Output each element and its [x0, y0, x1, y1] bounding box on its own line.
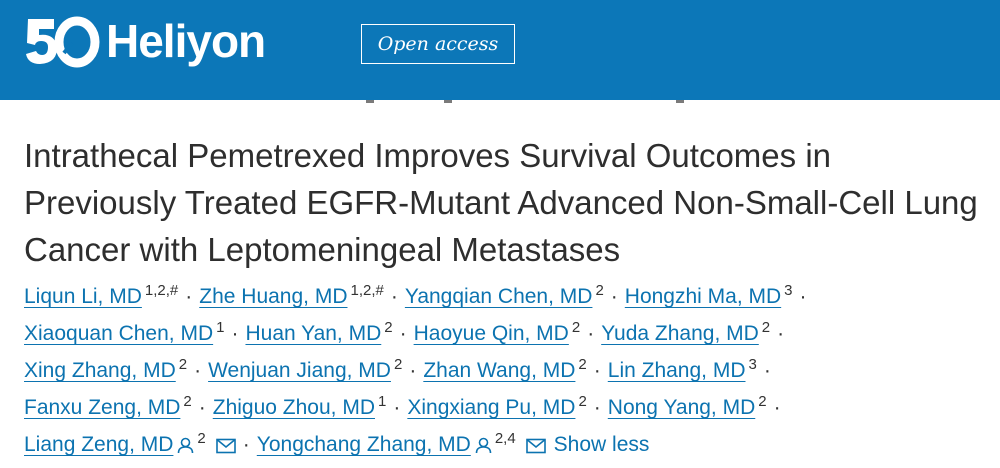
author-item: Xingxiang Pu, MD 2 · — [407, 393, 607, 419]
author-item: Wenjuan Jiang, MD 2 · — [208, 356, 423, 382]
email-icon[interactable] — [215, 429, 236, 466]
author-name-link[interactable]: Wenjuan Jiang, MD — [208, 359, 391, 382]
author-item: Nong Yang, MD 2 · — [607, 393, 788, 419]
affiliation-marker: 1 — [378, 393, 387, 410]
author-item: Yongchang Zhang, MD 2,4 — [256, 430, 546, 456]
journal-header: Heliyon Open access — [0, 0, 1000, 100]
affiliation-marker: 2 — [595, 282, 604, 299]
author-separator: · — [777, 322, 785, 345]
author-separator: · — [773, 396, 781, 419]
author-name-link[interactable]: Xiaoquan Chen, MD — [24, 322, 214, 345]
author-list: Liqun Li, MD 1,2,# · Zhe Huang, MD 1,2,# · Yan… — [24, 278, 984, 466]
author-name-link[interactable]: Zhe Huang, MD — [199, 285, 348, 308]
author-name-link[interactable]: Liang Zeng, MD — [24, 433, 174, 456]
author-separator: · — [393, 396, 401, 419]
affiliation-marker: 1,2,# — [144, 282, 179, 299]
author-item: Huan Yan, MD 2 · — [245, 319, 413, 345]
affiliation-marker: 2 — [571, 319, 581, 336]
author-item: Yuda Zhang, MD 2 · — [601, 319, 791, 345]
author-separator: · — [763, 359, 771, 382]
affiliation-marker: 2 — [578, 393, 587, 410]
author-name-link[interactable]: Nong Yang, MD — [607, 396, 756, 419]
article-title: Intrathecal Pemetrexed Improves Survival… — [24, 137, 978, 268]
journal-logo[interactable]: Heliyon — [24, 10, 266, 72]
strip-tick — [366, 100, 374, 103]
affiliation-marker: 2 — [761, 319, 771, 336]
author-name-link[interactable]: Zhan Wang, MD — [423, 359, 576, 382]
affiliation-marker: 2 — [578, 356, 587, 373]
author-name-link[interactable]: Haoyue Qin, MD — [413, 322, 569, 345]
strip-tick — [444, 100, 452, 103]
author-item: Lin Zhang, MD 3 · — [607, 356, 778, 382]
author-separator: · — [610, 285, 618, 308]
affiliation-marker: 2 — [183, 393, 192, 410]
author-name-link[interactable]: Xingxiang Pu, MD — [407, 396, 576, 419]
author-item: Xing Zhang, MD 2 · — [24, 356, 208, 382]
author-name-link[interactable]: Yangqian Chen, MD — [404, 285, 593, 308]
open-access-badge[interactable]: Open access — [361, 24, 515, 64]
author-separator: · — [198, 396, 206, 419]
author-item: Liqun Li, MD 1,2,# · — [24, 282, 199, 308]
author-separator: · — [593, 359, 601, 382]
author-name-link[interactable]: Fanxu Zeng, MD — [24, 396, 181, 419]
author-item: Zhiguo Zhou, MD 1 · — [212, 393, 408, 419]
heliyon-50-logo-icon — [26, 16, 100, 68]
email-icon[interactable] — [525, 429, 546, 466]
author-item: Xiaoquan Chen, MD 1 · — [24, 319, 245, 345]
author-name-link[interactable]: Hongzhi Ma, MD — [624, 285, 782, 308]
author-item: Liang Zeng, MD 2 · — [24, 430, 257, 456]
author-name-link[interactable]: Lin Zhang, MD — [607, 359, 746, 382]
author-item: Hongzhi Ma, MD 3 · — [624, 282, 814, 308]
author-name-link[interactable]: Zhiguo Zhou, MD — [212, 396, 375, 419]
affiliation-marker: 2 — [197, 430, 206, 447]
author-item: Haoyue Qin, MD 2 · — [413, 319, 602, 345]
author-separator: · — [390, 285, 398, 308]
author-separator: · — [185, 285, 193, 308]
affiliation-marker: 3 — [748, 356, 757, 373]
author-name-link[interactable]: Yuda Zhang, MD — [601, 322, 759, 345]
author-separator: · — [194, 359, 202, 382]
affiliation-marker: 2 — [178, 356, 188, 373]
author-separator: · — [799, 285, 807, 308]
author-separator: · — [587, 322, 595, 345]
author-separator: · — [593, 396, 601, 419]
strip-tick — [676, 100, 684, 103]
affiliation-marker: 2,4 — [494, 430, 516, 447]
affiliation-marker: 3 — [784, 282, 793, 299]
author-separator: · — [242, 433, 250, 456]
affiliation-marker: 1,2,# — [350, 282, 384, 299]
affiliation-marker: 2 — [758, 393, 767, 410]
author-item: Zhan Wang, MD 2 · — [423, 356, 607, 382]
author-item: Zhe Huang, MD 1,2,# · — [199, 282, 405, 308]
person-icon[interactable] — [177, 429, 194, 466]
brand-name: Heliyon — [106, 15, 266, 67]
affiliation-marker: 2 — [393, 356, 403, 373]
author-name-link[interactable]: Yongchang Zhang, MD — [256, 433, 471, 456]
author-name-link[interactable]: Liqun Li, MD — [24, 285, 142, 308]
author-item: Fanxu Zeng, MD 2 · — [24, 393, 213, 419]
author-separator: · — [399, 322, 407, 345]
person-icon[interactable] — [475, 429, 492, 466]
affiliation-marker: 1 — [216, 319, 225, 336]
header-bottom-strip — [0, 100, 1000, 104]
author-separator: · — [409, 359, 417, 382]
author-name-link[interactable]: Xing Zhang, MD — [24, 359, 176, 382]
author-separator: · — [231, 322, 239, 345]
affiliation-marker: 2 — [384, 319, 393, 336]
author-item: Yangqian Chen, MD 2 · — [404, 282, 625, 308]
author-name-link[interactable]: Huan Yan, MD — [245, 322, 382, 345]
show-less-link[interactable]: Show less — [553, 433, 650, 456]
